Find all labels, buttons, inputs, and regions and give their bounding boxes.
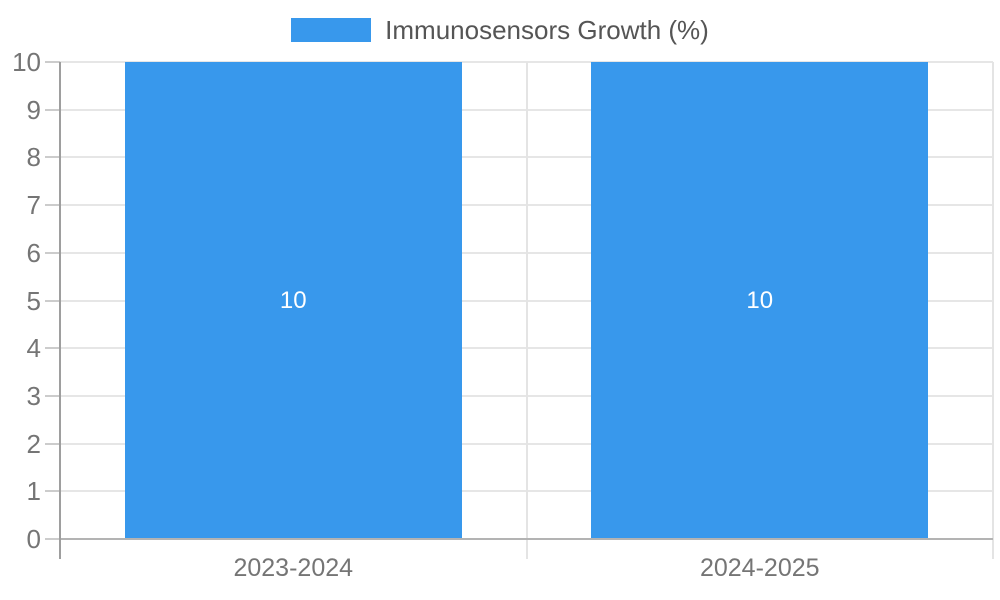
- y-axis-tick-label: 9: [26, 94, 41, 125]
- x-axis-baseline: [60, 538, 993, 540]
- category-boundary-gridline: [992, 62, 994, 559]
- legend-label[interactable]: Immunosensors Growth (%): [385, 15, 709, 45]
- y-axis-tick-label: 5: [26, 285, 41, 316]
- y-axis-tick: [45, 251, 60, 254]
- category-boundary-gridline: [525, 62, 528, 559]
- y-axis-tick-label: 8: [26, 142, 41, 173]
- y-axis-tick-label: 7: [26, 190, 41, 221]
- bar-2023-2024: 10: [124, 62, 462, 539]
- y-axis-tick: [45, 204, 60, 207]
- plot-area: 0 1 2 3 4 5 6 7 8 9 10 10 10 2023-2024 2024-2025: [12, 49, 994, 581]
- y-axis-tick-label: 2: [26, 428, 41, 459]
- bar-value-label: 10: [279, 286, 307, 314]
- y-axis-tick: [45, 490, 60, 493]
- y-axis-tick: [45, 394, 60, 397]
- x-axis-category-label: 2024-2025: [699, 554, 820, 582]
- x-axis-category-label: 2023-2024: [233, 554, 354, 582]
- y-axis-tick: [45, 61, 60, 63]
- chart-legend: Immunosensors Growth (%): [0, 17, 1000, 43]
- y-axis-tick: [45, 108, 60, 111]
- y-axis-tick-label: 1: [26, 476, 41, 507]
- y-axis-tick-label: 6: [26, 237, 41, 268]
- y-axis-tick: [45, 347, 60, 350]
- y-axis-tick: [45, 299, 60, 302]
- y-axis-tick-label: 0: [26, 524, 41, 554]
- legend-swatch[interactable]: [291, 18, 372, 42]
- y-axis-tick: [45, 442, 60, 445]
- bar-2024-2025: 10: [591, 62, 929, 539]
- y-axis-tick-label: 3: [26, 380, 41, 411]
- y-axis-line: [59, 62, 61, 559]
- y-axis-tick: [45, 156, 60, 159]
- y-axis-tick-label: 4: [26, 333, 41, 364]
- bar-value-label: 10: [746, 286, 774, 314]
- y-axis-tick-label: 10: [12, 47, 41, 77]
- y-axis-tick: [45, 538, 60, 540]
